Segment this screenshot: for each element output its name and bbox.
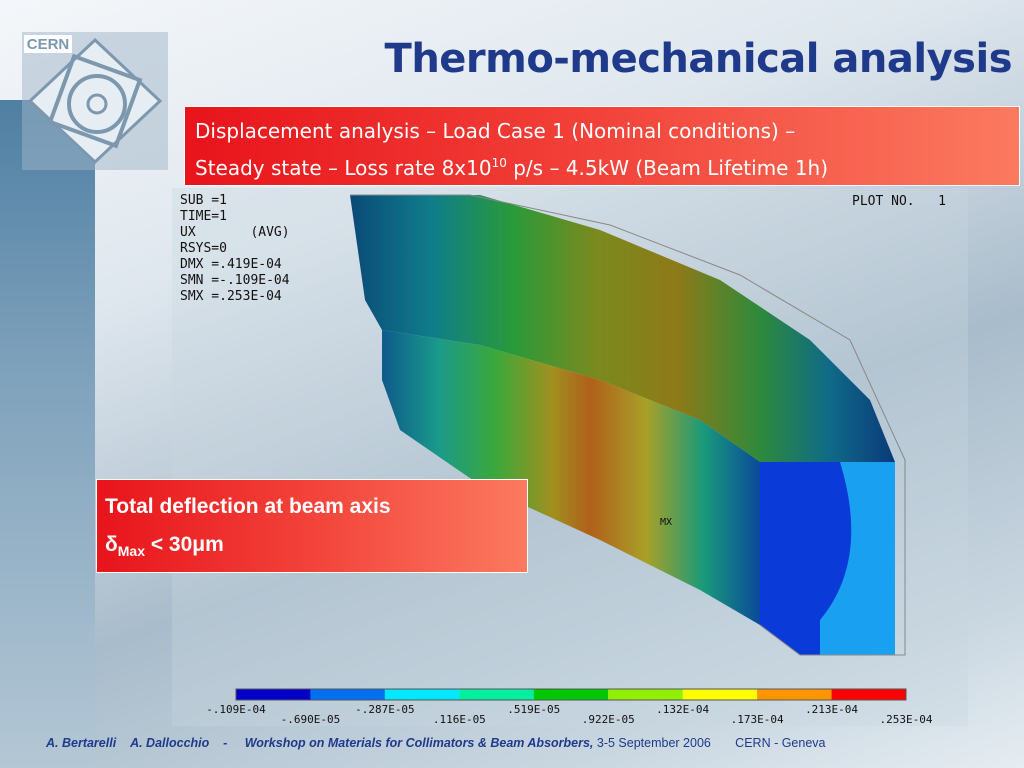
date: 3-5 September 2006 [593, 736, 711, 750]
legend-label: .213E-04 [805, 703, 858, 716]
legend-swatch [310, 689, 385, 700]
info-line: RSYS=0 [180, 241, 227, 256]
legend-swatch [757, 689, 832, 700]
legend-label: .253E-04 [880, 713, 933, 726]
result-value: δMax < 30μm [105, 526, 527, 570]
subscript: Max [117, 543, 145, 559]
info-line: SMN =-.109E-04 [180, 273, 290, 288]
slide-title: Thermo-mechanical analysis [384, 36, 1013, 82]
separator: - [223, 736, 228, 750]
legend-frame [235, 688, 907, 701]
text: Steady state – Loss rate 8x10 [195, 156, 492, 180]
info-line: UX (AVG) [180, 225, 290, 240]
background-band [0, 100, 95, 768]
legend-swatch [533, 689, 609, 700]
result-heading: Total deflection at beam axis [105, 495, 391, 518]
location: CERN - Geneva [735, 736, 826, 750]
legend-swatch [831, 689, 906, 700]
description-box: Displacement analysis – Load Case 1 (Nom… [184, 106, 1020, 186]
author: A. Bertarelli [46, 736, 117, 750]
legend-label: .922E-05 [582, 713, 635, 726]
exponent: 10 [491, 156, 507, 170]
legend-label: .116E-05 [433, 713, 486, 726]
legend-label: .173E-04 [731, 713, 784, 726]
legend-label: -.287E-05 [355, 703, 415, 716]
info-line: TIME=1 [180, 209, 227, 224]
color-legend: -.109E-04 -.690E-05 -.287E-05 .116E-05 .519E… [206, 688, 933, 726]
info-line: DMX =.419E-04 [180, 257, 282, 272]
info-line: SMX =.253E-04 [180, 289, 282, 304]
description-line: Displacement analysis – Load Case 1 (Nom… [195, 119, 796, 143]
text: p/s – 4.5kW (Beam Lifetime 1h) [506, 156, 829, 180]
beam-side [382, 330, 760, 625]
logo-text: CERN [27, 36, 70, 53]
beam-end-region [820, 462, 895, 655]
max-marker: MX [660, 517, 672, 528]
text: < 30μm [144, 533, 224, 556]
legend-swatch [682, 689, 758, 700]
legend-swatch [384, 689, 460, 700]
legend-label: -.109E-04 [206, 703, 266, 716]
legend-label: -.690E-05 [281, 713, 341, 726]
legend-label: .519E-05 [507, 703, 560, 716]
description-line: Steady state – Loss rate 8x1010 p/s – 4.… [195, 147, 1019, 184]
beam-top [350, 195, 895, 462]
logo: CERN [22, 32, 168, 170]
plot-number: PLOT NO. 1 [852, 194, 946, 209]
result-box: Total deflection at beam axis δMax < 30μ… [96, 479, 528, 573]
legend-swatch [459, 689, 534, 700]
legend-label: .132E-04 [656, 703, 709, 716]
footer: A. Bertarelli A. Dallocchio - Workshop o… [46, 736, 825, 750]
legend-swatch [608, 689, 683, 700]
legend-swatch [236, 689, 311, 700]
event: Workshop on Materials for Collimators & … [244, 736, 594, 750]
author: A. Dallocchio [130, 736, 210, 750]
info-line: SUB =1 [180, 193, 227, 208]
symbol: δ [105, 533, 118, 556]
outline [350, 194, 906, 656]
